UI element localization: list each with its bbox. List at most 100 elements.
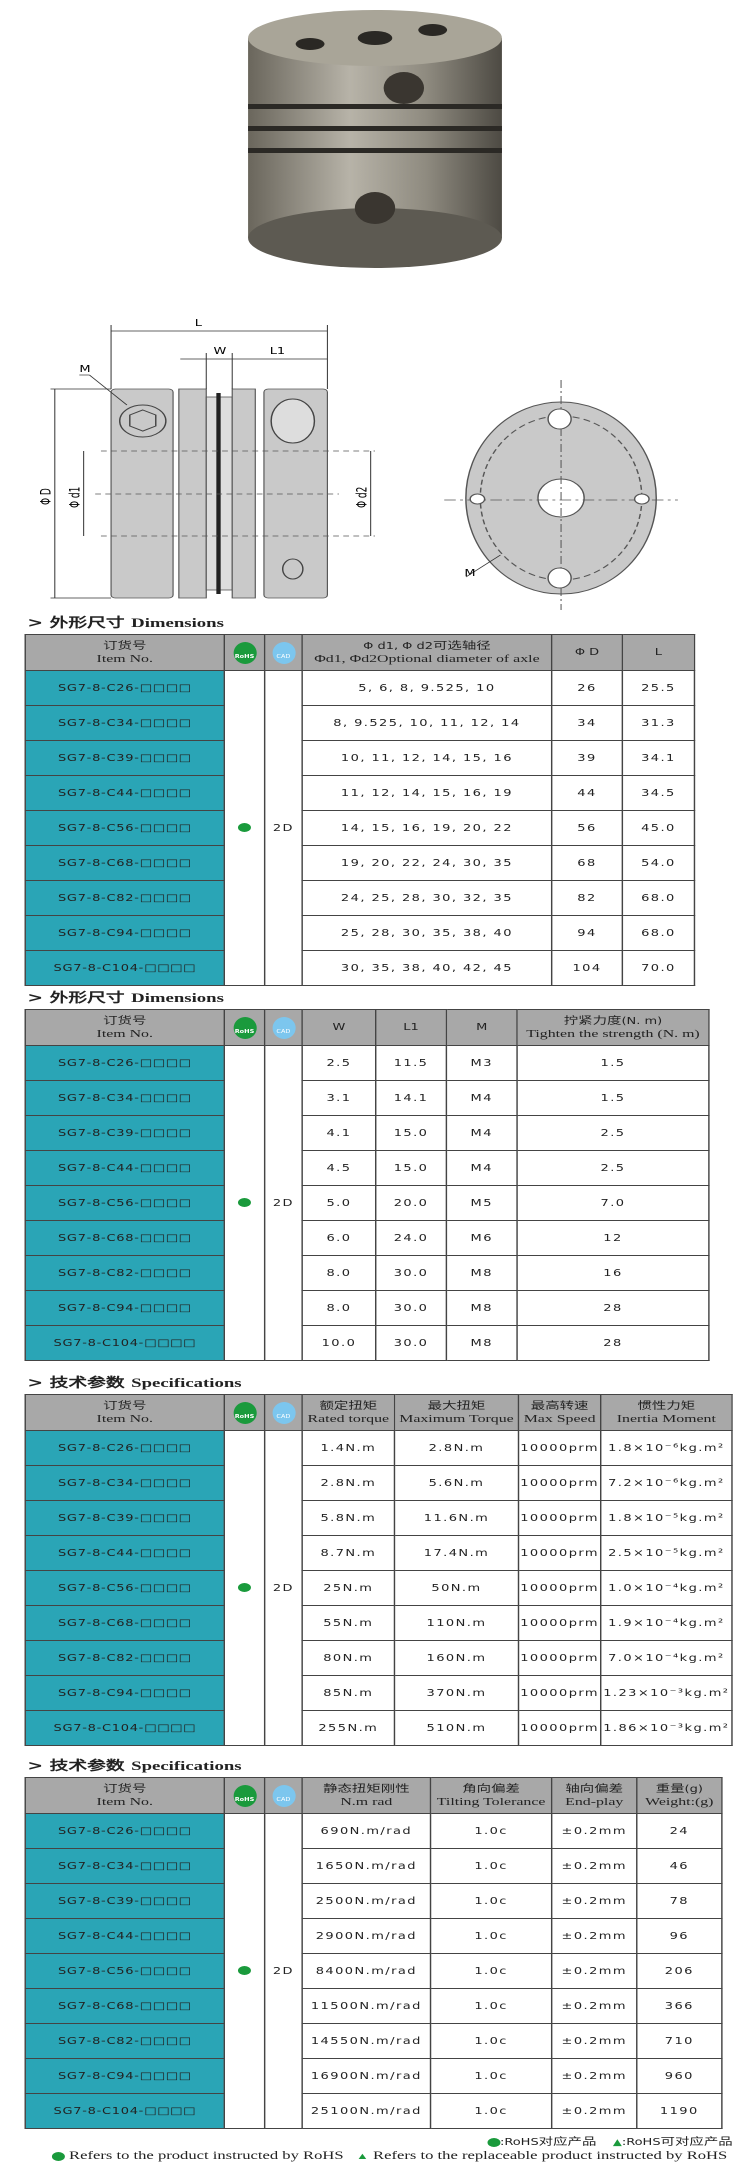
table-cell: 24 bbox=[636, 1813, 723, 1849]
item-no: SG7-8-C56-□□□□ bbox=[24, 1953, 225, 1989]
table-cell: ±0.2mm bbox=[550, 1918, 638, 1954]
table-cell: 50N.m bbox=[393, 1570, 520, 1606]
table-cell: 15.0 bbox=[374, 1150, 448, 1186]
header-cn: 订货号 bbox=[103, 640, 147, 652]
column-header: M bbox=[445, 1009, 518, 1046]
table-cell: 16 bbox=[516, 1255, 710, 1291]
footnote-en: Refers to the product instructed by RoHS… bbox=[51, 2150, 728, 2162]
table-cell: 34.1 bbox=[621, 740, 696, 776]
rohs-dot-icon bbox=[487, 2137, 501, 2147]
table-row: SG7-8-C94-□□□□ 25, 28, 30, 35, 38, 40 94 68… bbox=[24, 915, 696, 951]
table-cell: 2.8N.m bbox=[301, 1465, 396, 1501]
item-no: SG7-8-C82-□□□□ bbox=[24, 2023, 225, 2059]
table-cell: 8.7N.m bbox=[301, 1535, 396, 1571]
cad-cell: 2D bbox=[263, 1045, 303, 1361]
header-en: Max Speed bbox=[523, 1412, 596, 1425]
cad-header: CAD bbox=[263, 1394, 303, 1431]
rohs-cell bbox=[223, 1045, 266, 1361]
table-cell: 68 bbox=[550, 845, 624, 881]
table-cell: 5.6N.m bbox=[393, 1465, 520, 1501]
item-no: SG7-8-C104-□□□□ bbox=[24, 950, 225, 986]
rohs-icon: RoHS bbox=[232, 1401, 257, 1424]
table-row: SG7-8-C39-□□□□ 5.8N.m 11.6N.m 10000prm 1.8×1… bbox=[24, 1500, 733, 1536]
header-en: Φd1, Φd2Optional diameter of axle bbox=[314, 652, 540, 665]
table-cell: 1190 bbox=[636, 2093, 723, 2129]
section-heading: > 外形尺寸 Dimensions bbox=[27, 612, 224, 631]
heading-cn: > 技术参数 bbox=[27, 1376, 132, 1391]
header-cn: 重量(g) bbox=[655, 1783, 703, 1795]
item-no: SG7-8-C68-□□□□ bbox=[24, 1605, 225, 1641]
table-cell: 960 bbox=[636, 2058, 723, 2094]
item-no: SG7-8-C26-□□□□ bbox=[24, 1430, 225, 1466]
header-en: Tighten the strength (N. m) bbox=[526, 1027, 700, 1040]
header-cn: 轴向偏差 bbox=[565, 1783, 624, 1795]
table-cell: 80N.m bbox=[301, 1640, 396, 1676]
header-cn: 角向偏差 bbox=[462, 1783, 520, 1795]
dimension-drawing: L W L1 M Φ D Φ d1 Φ d2 M bbox=[37, 316, 678, 610]
table-cell: 70.0 bbox=[621, 950, 696, 986]
table-cell: M8 bbox=[445, 1325, 518, 1361]
label-W: W bbox=[213, 344, 226, 356]
table-cell: M5 bbox=[445, 1185, 518, 1221]
item-no: SG7-8-C82-□□□□ bbox=[24, 880, 225, 916]
table-cell: 34 bbox=[550, 705, 624, 741]
table-cell: 8.0 bbox=[301, 1290, 377, 1326]
table-row: SG7-8-C82-□□□□ 24, 25, 28, 30, 32, 35 82 68… bbox=[24, 880, 696, 916]
table-cell: 54.0 bbox=[621, 845, 696, 881]
table-row: SG7-8-C39-□□□□ 10, 11, 12, 14, 15, 16 39 34… bbox=[24, 740, 696, 776]
item-no: SG7-8-C68-□□□□ bbox=[24, 1220, 225, 1256]
cad-cell: 2D bbox=[263, 1430, 303, 1746]
item-no: SG7-8-C39-□□□□ bbox=[24, 1500, 225, 1536]
label-phid2: Φ d2 bbox=[352, 487, 369, 508]
table-cell: 10000prm bbox=[517, 1605, 602, 1641]
table-row: SG7-8-C68-□□□□ 6.0 24.0 M6 12 bbox=[24, 1220, 710, 1256]
section-heading: > 技术参数 Specifications bbox=[27, 1372, 241, 1391]
header-cn: L bbox=[654, 647, 663, 658]
column-header: 轴向偏差 End-play bbox=[550, 1777, 638, 1814]
item-no: SG7-8-C82-□□□□ bbox=[24, 1640, 225, 1676]
header-en: Item No. bbox=[96, 1412, 153, 1425]
table-cell: 1.86×10⁻³kg.m² bbox=[599, 1710, 733, 1746]
rohs-triangle-icon: ▲ bbox=[612, 2138, 622, 2148]
table-cell: 8, 9.525, 10, 11, 12, 14 bbox=[301, 705, 553, 741]
table-cell: ±0.2mm bbox=[550, 1883, 638, 1919]
table-row: SG7-8-C44-□□□□ 8.7N.m 17.4N.m 10000prm 2.5×1… bbox=[24, 1535, 733, 1571]
column-header: 最高转速 Max Speed bbox=[517, 1394, 602, 1431]
column-header: 额定扭矩 Rated torque bbox=[301, 1394, 396, 1431]
table-cell: 82 bbox=[550, 880, 624, 916]
item-no: SG7-8-C56-□□□□ bbox=[24, 1185, 225, 1221]
column-header: 拧紧力度(N. m) Tighten the strength (N. m) bbox=[516, 1009, 710, 1046]
header-cn: 额定扭矩 bbox=[319, 1400, 378, 1412]
table-cell: 10000prm bbox=[517, 1500, 602, 1536]
heading-cn: > 外形尺寸 bbox=[27, 991, 132, 1006]
heading-en: Specifications bbox=[131, 1375, 242, 1390]
table-row: SG7-8-C104-□□□□ 25100N.m/rad 1.0c ±0.2mm 119… bbox=[24, 2093, 723, 2129]
header-cn: M bbox=[476, 1022, 488, 1033]
table-cell: 5, 6, 8, 9.525, 10 bbox=[301, 670, 553, 706]
table-row: SG7-8-C94-□□□□ 16900N.m/rad 1.0c ±0.2mm 960 bbox=[24, 2058, 723, 2094]
cad-header: CAD bbox=[263, 1009, 303, 1046]
table-row: SG7-8-C34-□□□□ 1650N.m/rad 1.0c ±0.2mm 46 bbox=[24, 1848, 723, 1884]
table-cell: 68.0 bbox=[621, 880, 696, 916]
table-cell: 1.5 bbox=[516, 1045, 710, 1081]
table-row: SG7-8-C44-□□□□ 11, 12, 14, 15, 16, 19 44 34… bbox=[24, 775, 696, 811]
cad-icon: CAD bbox=[271, 1016, 295, 1039]
header-cn: 订货号 bbox=[103, 1783, 147, 1795]
table-cell: M4 bbox=[445, 1150, 518, 1186]
section-heading: > 外形尺寸 Dimensions bbox=[27, 987, 224, 1006]
column-header: L1 bbox=[374, 1009, 448, 1046]
table-cell: 6.0 bbox=[301, 1220, 377, 1256]
item-no: SG7-8-C104-□□□□ bbox=[24, 2093, 225, 2129]
table-row: SG7-8-C82-□□□□ 80N.m 160N.m 10000prm 7.0×10⁻… bbox=[24, 1640, 733, 1676]
table-cell: 14, 15, 16, 19, 20, 22 bbox=[301, 810, 553, 846]
table-row: SG7-8-C82-□□□□ 14550N.m/rad 1.0c ±0.2mm 710 bbox=[24, 2023, 723, 2059]
table-cell: 30.0 bbox=[374, 1290, 448, 1326]
table-row: SG7-8-C26-□□□□ 2D 1.4N.m 2.8N.m 10000prm 1.8×… bbox=[24, 1430, 733, 1746]
footnote-en-tri: Refers to the replaceable product instru… bbox=[373, 2150, 728, 2162]
table-cell: 2.5×10⁻⁵kg.m² bbox=[599, 1535, 733, 1571]
column-header: 角向偏差 Tilting Tolerance bbox=[429, 1777, 553, 1814]
table-cell: 1.0c bbox=[429, 1848, 553, 1884]
header-cn: 拧紧力度(N. m) bbox=[563, 1015, 663, 1027]
table-cell: 55N.m bbox=[301, 1605, 396, 1641]
table-row: SG7-8-C94-□□□□ 85N.m 370N.m 10000prm 1.23×10… bbox=[24, 1675, 733, 1711]
